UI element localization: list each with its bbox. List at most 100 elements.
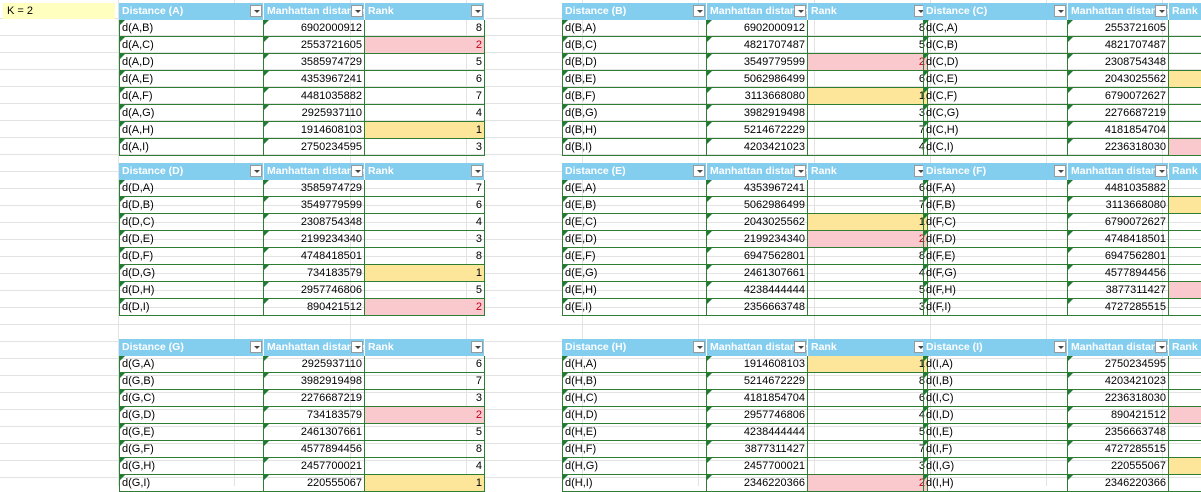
pair-label-cell[interactable]: d(C,A) [923,20,1068,36]
pair-label-cell[interactable]: d(F,E) [923,248,1068,264]
filter-dropdown-icon[interactable] [250,5,262,17]
rank-cell[interactable]: 3 [365,231,485,247]
distance-value-cell[interactable]: 4748418501 [1068,231,1169,247]
filter-dropdown-icon[interactable] [351,165,363,177]
rank-cell[interactable]: 3 [808,299,928,315]
distance-value-cell[interactable]: 4481035882 [1068,180,1169,196]
rank-cell[interactable]: 4 [365,105,485,121]
rank-cell[interactable]: 7 [1169,37,1201,53]
pair-label-cell[interactable]: d(C,F) [923,88,1068,104]
pair-label-cell[interactable]: d(D,F) [119,248,264,264]
distance-value-cell[interactable]: 5062986499 [707,197,808,213]
rank-cell[interactable]: 8 [1169,248,1201,264]
rank-cell[interactable]: 3 [1169,390,1201,406]
pair-label-cell[interactable]: d(H,C) [562,390,707,406]
distance-value-cell[interactable]: 2925937110 [264,105,365,121]
rank-cell[interactable]: 8 [808,373,928,389]
distance-value-cell[interactable]: 1914608103 [707,356,808,372]
pair-label-cell[interactable]: d(H,D) [562,407,707,423]
rank-cell[interactable]: 5 [365,282,485,298]
rank-cell[interactable]: 6 [1169,122,1201,138]
rank-cell[interactable]: 8 [808,20,928,36]
distance-value-cell[interactable]: 2957746806 [707,407,808,423]
pair-label-cell[interactable]: d(A,I) [119,139,264,155]
header-distance[interactable]: Distance (H) [562,339,707,356]
rank-cell[interactable]: 3 [1169,180,1201,196]
pair-label-cell[interactable]: d(G,H) [119,458,264,474]
pair-label-cell[interactable]: d(G,I) [119,475,264,491]
rank-cell[interactable]: 3 [365,390,485,406]
rank-cell[interactable]: 4 [808,265,928,281]
pair-label-cell[interactable]: d(A,H) [119,122,264,138]
distance-value-cell[interactable]: 3549779599 [707,54,808,70]
distance-value-cell[interactable]: 3549779599 [264,197,365,213]
distance-value-cell[interactable]: 1914608103 [264,122,365,138]
header-rank[interactable]: Rank [1169,339,1201,356]
pair-label-cell[interactable]: d(C,B) [923,37,1068,53]
header-manhattan[interactable]: Manhattan distance [264,339,365,356]
rank-cell[interactable]: 8 [1169,88,1201,104]
pair-label-cell[interactable]: d(E,D) [562,231,707,247]
rank-cell[interactable]: 2 [1169,139,1201,155]
pair-label-cell[interactable]: d(E,C) [562,214,707,230]
pair-label-cell[interactable]: d(D,I) [119,299,264,315]
filter-dropdown-icon[interactable] [351,5,363,17]
header-manhattan[interactable]: Manhattan distance [264,3,365,20]
pair-label-cell[interactable]: d(F,G) [923,265,1068,281]
pair-label-cell[interactable]: d(I,B) [923,373,1068,389]
rank-cell[interactable]: 1 [808,88,928,104]
filter-dropdown-icon[interactable] [1155,165,1167,177]
filter-dropdown-icon[interactable] [351,341,363,353]
distance-value-cell[interactable]: 6902000912 [264,20,365,36]
rank-cell[interactable]: 1 [808,356,928,372]
rank-cell[interactable]: 2 [808,231,928,247]
header-rank[interactable]: Rank [808,163,928,180]
pair-label-cell[interactable]: d(I,E) [923,424,1068,440]
header-distance[interactable]: Distance (G) [119,339,264,356]
distance-value-cell[interactable]: 5062986499 [707,71,808,87]
distance-value-cell[interactable]: 220555067 [264,475,365,491]
distance-value-cell[interactable]: 3982919498 [707,105,808,121]
pair-label-cell[interactable]: d(F,A) [923,180,1068,196]
pair-label-cell[interactable]: d(F,I) [923,299,1068,315]
rank-cell[interactable]: 7 [808,197,928,213]
header-rank[interactable]: Rank [1169,163,1201,180]
distance-value-cell[interactable]: 2276687219 [264,390,365,406]
rank-cell[interactable]: 6 [808,180,928,196]
pair-label-cell[interactable]: d(F,D) [923,231,1068,247]
rank-cell[interactable]: 3 [365,139,485,155]
rank-cell[interactable]: 1 [1169,458,1201,474]
distance-value-cell[interactable]: 4238444444 [707,282,808,298]
distance-value-cell[interactable]: 3585974729 [264,180,365,196]
rank-cell[interactable]: 4 [365,214,485,230]
filter-dropdown-icon[interactable] [1054,165,1066,177]
distance-value-cell[interactable]: 4727285515 [1068,299,1169,315]
pair-label-cell[interactable]: d(A,C) [119,37,264,53]
header-rank[interactable]: Rank [365,3,485,20]
distance-value-cell[interactable]: 2356663748 [1068,424,1169,440]
distance-value-cell[interactable]: 4203421023 [1068,373,1169,389]
distance-value-cell[interactable]: 2346220366 [1068,475,1169,491]
header-manhattan[interactable]: Manhattan distance [707,3,808,20]
rank-cell[interactable]: 6 [365,356,485,372]
distance-value-cell[interactable]: 3877311427 [1068,282,1169,298]
header-manhattan[interactable]: Manhattan distance [1068,339,1169,356]
rank-cell[interactable]: 8 [1169,441,1201,457]
distance-value-cell[interactable]: 2925937110 [264,356,365,372]
filter-dropdown-icon[interactable] [250,165,262,177]
pair-label-cell[interactable]: d(G,E) [119,424,264,440]
pair-label-cell[interactable]: d(G,B) [119,373,264,389]
rank-cell[interactable]: 4 [808,139,928,155]
distance-value-cell[interactable]: 4821707487 [1068,37,1169,53]
distance-value-cell[interactable]: 2457700021 [707,458,808,474]
k-parameter-cell[interactable]: K = 2 [3,3,115,19]
distance-value-cell[interactable]: 2236318030 [1068,390,1169,406]
distance-value-cell[interactable]: 3113668080 [707,88,808,104]
distance-value-cell[interactable]: 4577894456 [264,441,365,457]
rank-cell[interactable]: 7 [808,122,928,138]
filter-dropdown-icon[interactable] [471,165,483,177]
header-manhattan[interactable]: Manhattan distance [264,163,365,180]
pair-label-cell[interactable]: d(D,A) [119,180,264,196]
rank-cell[interactable]: 7 [365,88,485,104]
pair-label-cell[interactable]: d(D,B) [119,197,264,213]
